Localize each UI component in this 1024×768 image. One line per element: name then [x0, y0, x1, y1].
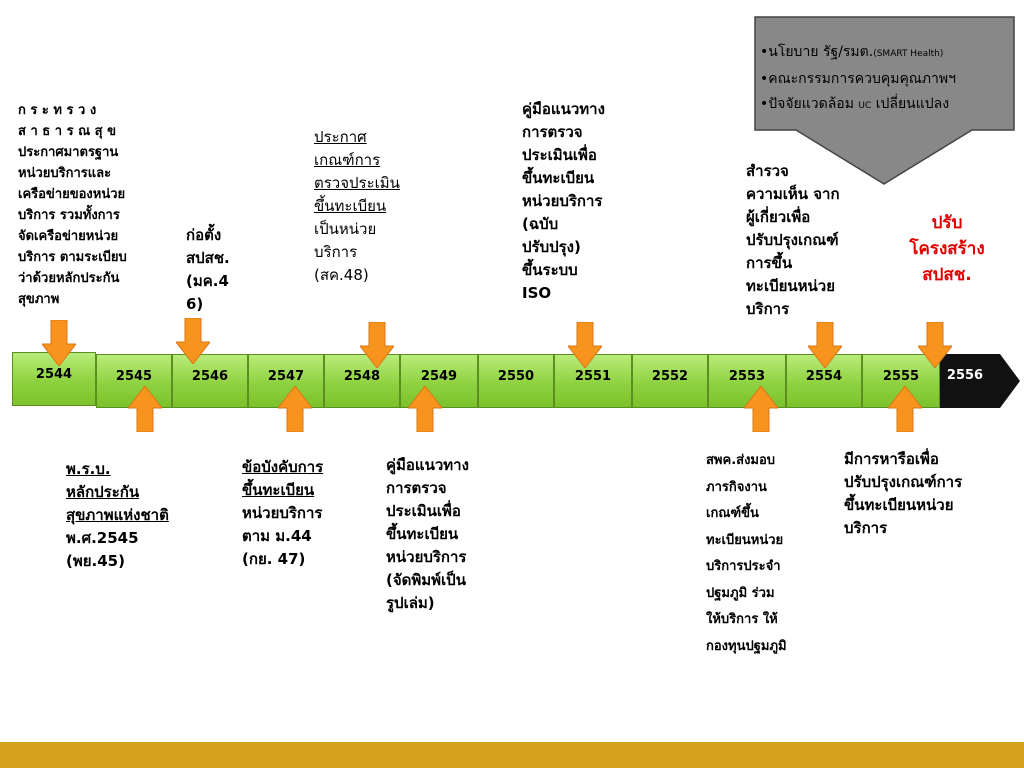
year-2556: 2556 — [946, 368, 984, 383]
down-arrow-icon — [918, 322, 952, 368]
up-arrow-icon — [408, 386, 442, 432]
callout-line-2: •คณะกรรมการควบคุมคุณภาพฯ — [760, 71, 956, 87]
event-text-announcement: ประกาศ เกณฑ์การ ตรวจประเมิน ขึ้นทะเบียน … — [314, 126, 434, 287]
announcement-body: เป็นหน่วย บริการ (สค.48) — [314, 220, 377, 284]
event-text-nhso-founded: ก่อตั้ง สปสช. (มค.4 6) — [186, 226, 230, 313]
down-arrow-icon — [808, 322, 842, 368]
regulation-title: ข้อบังคับการ ขึ้นทะเบียน — [242, 458, 324, 499]
down-arrow-icon — [360, 322, 394, 368]
event-text-ministry: ก ร ะ ท ร ว ง ส า ธ า ร ณ สุ ข ประกาศมาต… — [18, 103, 127, 307]
event-text-manual-revised: คู่มือแนวทาง การตรวจ ประเมินเพื่อ ขึ้นทะ… — [522, 100, 605, 302]
event-text-restructure: ปรับ โครงสร้าง สปสช. — [909, 213, 985, 285]
down-arrow-icon — [42, 320, 76, 366]
regulation-body: หน่วยบริการ ตาม ม.44 (กย. 47) — [242, 504, 323, 568]
up-arrow-icon — [128, 386, 162, 432]
callout-line-3a: •ปัจจัยแวดล้อม — [760, 96, 859, 112]
year-2556-arrowhead — [940, 354, 1020, 408]
event-text-act: พ.ร.บ. หลักประกัน สุขภาพแห่งชาติ พ.ศ.254… — [66, 458, 226, 573]
down-arrow-icon — [176, 318, 210, 364]
callout-text: •นโยบาย รัฐ/รมต.(SMART Health) •คณะกรรมก… — [760, 40, 1020, 119]
callout-line-1: •นโยบาย รัฐ/รมต. — [760, 44, 874, 60]
up-arrow-icon — [278, 386, 312, 432]
act-body: พ.ศ.2545 (พย.45) — [66, 529, 139, 570]
up-arrow-icon — [744, 386, 778, 432]
act-title: พ.ร.บ. หลักประกัน สุขภาพแห่งชาติ — [66, 460, 169, 524]
event-text-survey: สำรวจ ความเห็น จาก ผู้เกี่ยวเพื่อ ปรับปร… — [746, 162, 840, 318]
footer-bar — [0, 742, 1024, 768]
year-2544: 2544 — [12, 352, 96, 406]
year-2555: 2555 — [862, 354, 940, 408]
event-text-manual-printed: คู่มือแนวทาง การตรวจ ประเมินเพื่อ ขึ้นทะ… — [386, 456, 469, 612]
year-2552: 2552 — [632, 354, 708, 408]
event-text-handover: สพค.ส่งมอบ ภารกิจงาน เกณฑ์ขึ้น ทะเบียนหน… — [706, 453, 787, 654]
timeline: 2544 2545 2546 2547 2548 2549 2550 2551 … — [12, 352, 1020, 408]
callout-line-3-note: UC — [858, 101, 872, 111]
announcement-title: ประกาศ เกณฑ์การ ตรวจประเมิน ขึ้นทะเบียน — [314, 128, 400, 215]
callout-line-1-note: (SMART Health) — [873, 49, 944, 59]
event-text-regulation: ข้อบังคับการ ขึ้นทะเบียน หน่วยบริการ ตาม… — [242, 456, 372, 571]
year-2553: 2553 — [708, 354, 786, 408]
year-2551: 2551 — [554, 354, 632, 408]
down-arrow-icon — [568, 322, 602, 368]
callout-arrow-shape — [754, 16, 1015, 185]
event-text-discussion: มีการหารือเพื่อ ปรับปรุงเกณฑ์การ ขึ้นทะเ… — [844, 450, 963, 537]
up-arrow-icon — [888, 386, 922, 432]
callout-line-3b: เปลี่ยนแปลง — [871, 96, 950, 112]
year-2546: 2546 — [172, 354, 248, 408]
year-2550: 2550 — [478, 354, 554, 408]
year-2548: 2548 — [324, 354, 400, 408]
